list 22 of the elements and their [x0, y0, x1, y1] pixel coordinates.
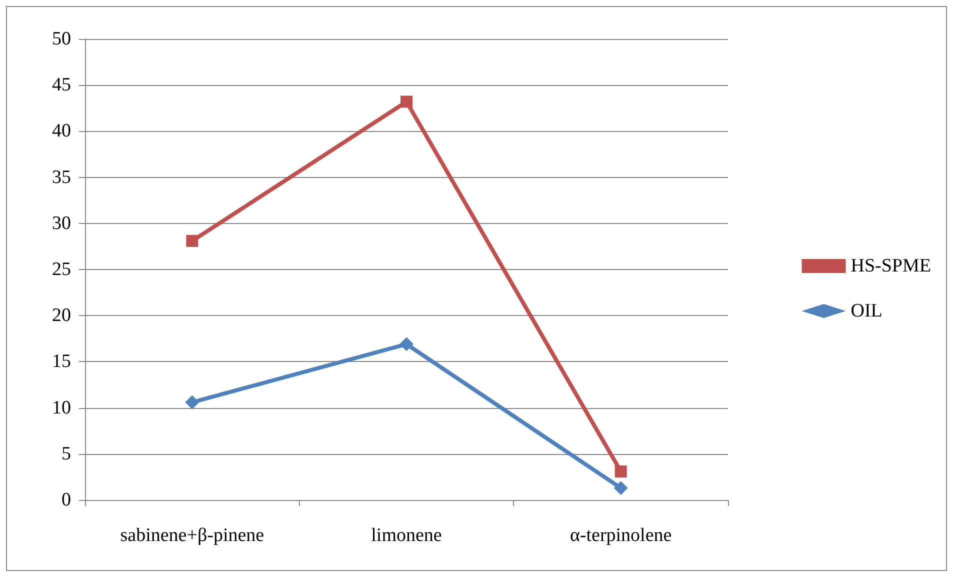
point [400, 96, 412, 108]
legend-label: OIL [850, 300, 882, 322]
x-tick-label: limonene [371, 525, 442, 546]
y-tick-label: 40 [52, 120, 71, 142]
point [614, 465, 627, 478]
y-tick-label: 10 [52, 397, 71, 418]
point [400, 337, 414, 352]
point [185, 395, 200, 410]
y-tick-label: 25 [52, 259, 71, 280]
point [186, 234, 198, 247]
y-tick-label: 15 [52, 351, 71, 372]
point [614, 481, 628, 496]
y-tick-label: 5 [62, 443, 71, 464]
y-tick-label: 35 [52, 166, 71, 188]
x-tick-label: α-terpinolene [570, 525, 672, 546]
y-tick-label: 30 [52, 212, 71, 234]
x-tick-label: sabinene+β-pinene [120, 525, 264, 546]
y-tick-label: 50 [52, 28, 71, 50]
y-tick-label: 20 [52, 305, 71, 326]
y-tick-label: 0 [62, 490, 71, 510]
y-tick-label: 45 [52, 74, 71, 96]
legend-label: HS-SPME [850, 256, 931, 276]
